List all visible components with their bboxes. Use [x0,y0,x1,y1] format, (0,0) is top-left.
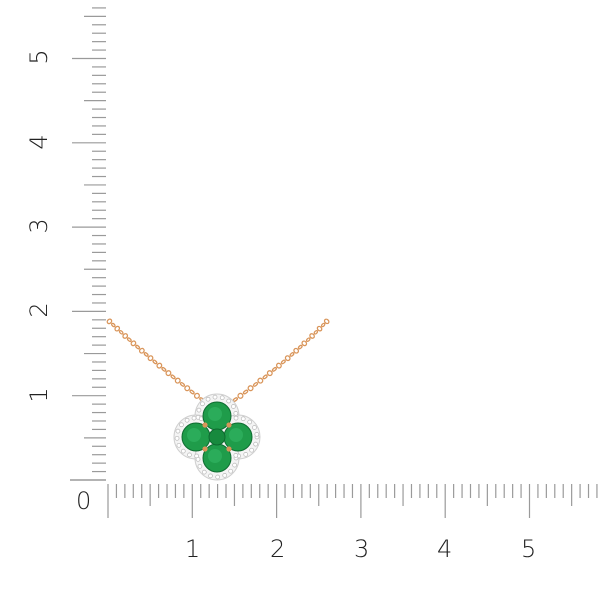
x-label-0: 0 [76,487,91,515]
x-label-3: 3 [354,535,369,563]
prong [226,422,232,428]
chain-right [232,318,330,402]
prong [202,446,208,452]
chain-left [106,318,205,402]
y-label-5: 5 [25,49,53,64]
prong [202,422,208,428]
y-label-3: 3 [25,218,53,233]
x-label-2: 2 [270,535,285,563]
prong [226,446,232,452]
y-label-1: 1 [25,387,53,402]
x-label-4: 4 [437,535,452,563]
y-label-2: 2 [25,302,53,317]
center-emerald [208,428,226,446]
x-label-5: 5 [521,535,536,563]
emerald-stones [181,401,253,473]
y-label-4: 4 [25,134,53,149]
x-label-1: 1 [185,535,200,563]
